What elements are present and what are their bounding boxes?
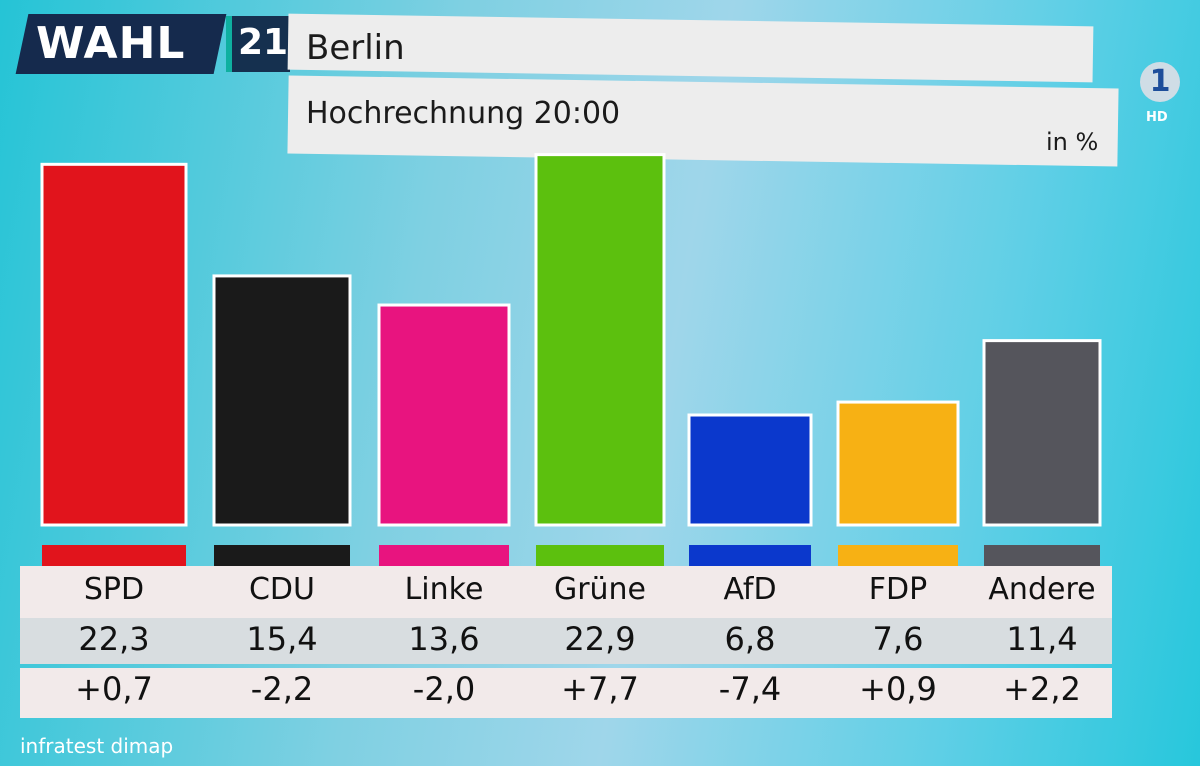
wahl-year-background bbox=[226, 16, 290, 72]
change-label: +2,2 bbox=[1003, 670, 1081, 708]
category-label: AfD bbox=[723, 572, 777, 607]
wahl-year-text: 21 bbox=[238, 22, 289, 63]
change-label: +0,9 bbox=[859, 670, 937, 708]
color-strip-grüne bbox=[536, 545, 664, 566]
bar-afd bbox=[687, 413, 813, 527]
change-label: +0,7 bbox=[75, 670, 153, 708]
value-label: 11,4 bbox=[1006, 620, 1078, 658]
color-strip-afd bbox=[689, 545, 811, 566]
change-label: -2,0 bbox=[412, 670, 476, 708]
source-credit: infratest dimap bbox=[20, 734, 174, 758]
das-erste-logo-icon: 1 bbox=[1140, 62, 1180, 102]
color-strip-andere bbox=[984, 545, 1100, 566]
change-row bbox=[20, 668, 1112, 718]
change-label: +7,7 bbox=[561, 670, 639, 708]
bar-andere bbox=[982, 339, 1102, 527]
chart-subtitle: Hochrechnung 20:00 bbox=[306, 96, 621, 131]
bar-fdp bbox=[836, 400, 960, 527]
wahl-logo-text: WAHL bbox=[36, 18, 186, 69]
change-label: -7,4 bbox=[718, 670, 782, 708]
category-label: Grüne bbox=[553, 572, 647, 607]
bar-spd bbox=[40, 162, 188, 527]
category-row bbox=[20, 566, 1112, 618]
bar-cdu bbox=[212, 274, 352, 527]
category-label: CDU bbox=[248, 572, 315, 607]
category-label: SPD bbox=[83, 572, 145, 607]
value-label: 6,8 bbox=[724, 620, 776, 658]
hd-badge: HD bbox=[1146, 110, 1168, 125]
bar-grüne bbox=[534, 153, 666, 527]
category-label: FDP bbox=[868, 572, 928, 607]
color-strip-spd bbox=[42, 545, 186, 566]
change-label: -2,2 bbox=[250, 670, 314, 708]
value-label: 22,9 bbox=[564, 620, 636, 658]
value-row bbox=[20, 618, 1112, 664]
value-label: 13,6 bbox=[408, 620, 480, 658]
color-strip-cdu bbox=[214, 545, 350, 566]
bar-linke bbox=[377, 303, 511, 527]
chart-title: Berlin bbox=[306, 28, 405, 68]
unit-label: in % bbox=[1046, 128, 1099, 156]
color-strip-fdp bbox=[838, 545, 958, 566]
color-strip-linke bbox=[379, 545, 509, 566]
value-label: 15,4 bbox=[246, 620, 318, 658]
value-label: 22,3 bbox=[78, 620, 150, 658]
value-label: 7,6 bbox=[872, 620, 924, 658]
category-label: Linke bbox=[404, 572, 484, 607]
category-label: Andere bbox=[988, 572, 1096, 607]
